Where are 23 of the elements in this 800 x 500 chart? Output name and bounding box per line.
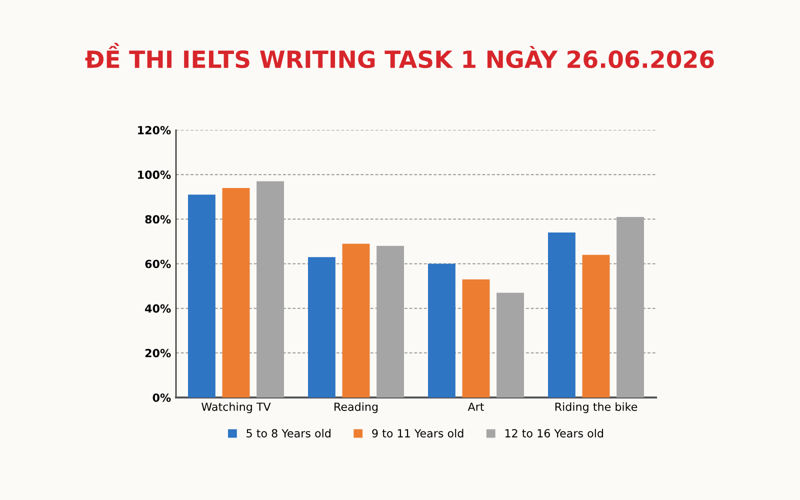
x-tick-label: Watching TV xyxy=(202,402,271,414)
x-tick-label: Reading xyxy=(334,402,378,414)
x-tick-label: Riding the bike xyxy=(555,402,638,414)
bar xyxy=(548,232,576,398)
y-tick-label: 0% xyxy=(152,393,171,402)
legend-label: 9 to 11 Years old xyxy=(372,428,464,438)
y-tick-label: 100% xyxy=(138,170,171,179)
chart-title: ĐỀ THI IELTS WRITING TASK 1 NGÀY 26.06.2026 xyxy=(85,42,714,68)
bar xyxy=(188,194,216,398)
y-tick-label: 60% xyxy=(145,260,171,268)
bar xyxy=(462,279,490,398)
x-tick-label: Art xyxy=(468,402,484,411)
bar xyxy=(428,264,456,398)
y-tick-label: 80% xyxy=(145,215,171,224)
bar xyxy=(222,188,250,398)
bar xyxy=(342,244,370,398)
bar xyxy=(308,257,336,398)
y-tick-label: 120% xyxy=(138,126,171,134)
legend-label: 12 to 16 Years old xyxy=(505,428,603,438)
y-tick-label: 40% xyxy=(145,304,171,313)
legend-label: 5 to 8 Years old xyxy=(246,428,330,438)
y-tick-label: 20% xyxy=(145,348,171,358)
bar xyxy=(582,254,610,398)
